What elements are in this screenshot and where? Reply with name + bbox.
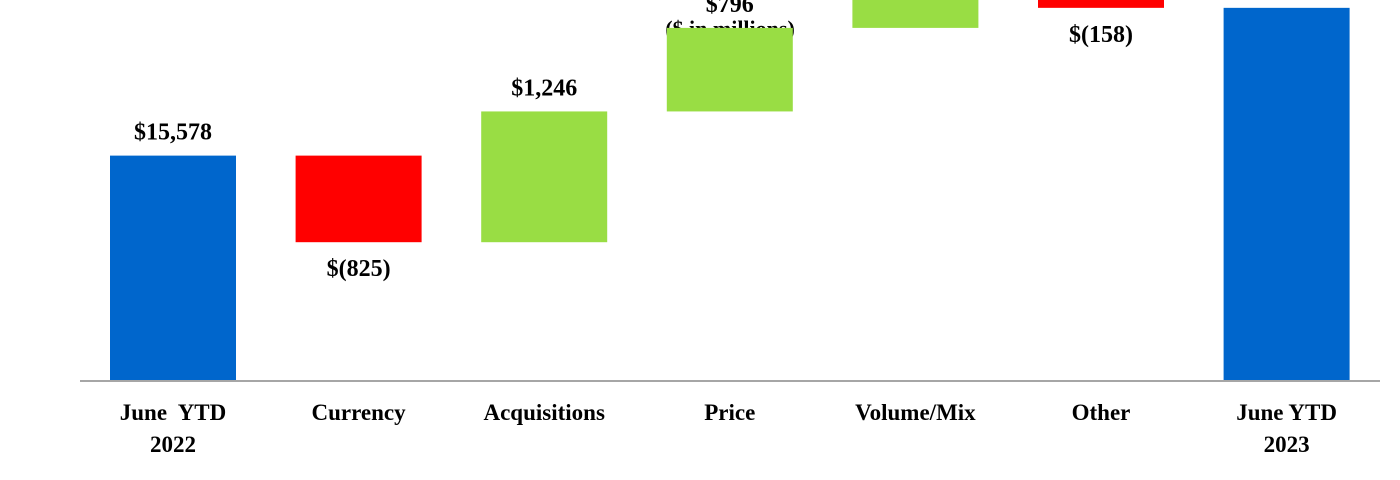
category-label-acquisitions: Acquisitions xyxy=(483,400,604,425)
bar-june-ytd-2022 xyxy=(110,155,236,380)
category-label-currency: Currency xyxy=(312,400,407,425)
data-label-june-ytd-2022: $15,578 xyxy=(134,120,212,146)
data-label-currency: $(825) xyxy=(327,256,391,282)
data-label-price: $796 xyxy=(706,0,754,18)
category-label-june-ytd-2022-line1: June YTD xyxy=(120,400,227,425)
data-label-acquisitions: $1,246 xyxy=(511,75,577,101)
category-label-volume-mix: Volume/Mix xyxy=(855,400,976,425)
category-label-price: Price xyxy=(704,400,755,425)
category-label-june-ytd-2023-line1: June YTD xyxy=(1236,400,1337,425)
category-label-other: Other xyxy=(1072,400,1131,425)
data-label-other: $(158) xyxy=(1069,22,1133,48)
category-label-june-ytd-2022-line2: 2022 xyxy=(150,432,196,457)
bar-june-ytd-2023 xyxy=(1223,7,1350,381)
bar-currency xyxy=(295,155,422,243)
bar-acquisitions xyxy=(481,111,608,243)
bar-other xyxy=(1038,0,1164,8)
bar-volume-mix xyxy=(852,0,979,28)
category-label-june-ytd-2023-line2: 2023 xyxy=(1264,432,1310,457)
bar-price xyxy=(666,27,793,112)
